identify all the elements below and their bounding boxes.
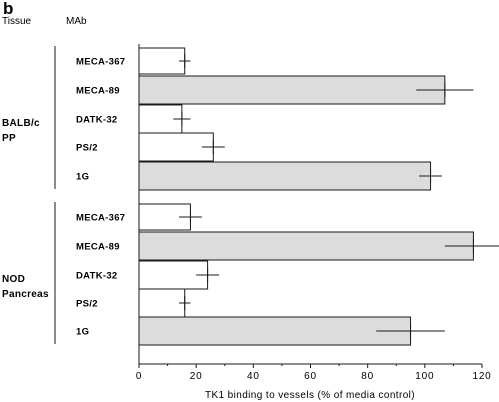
bars-layer: BALB/c PP MECA-367 MECA-89 DATK-32 PS/2 1G NOD P… bbox=[2, 46, 499, 346]
bar bbox=[138, 75, 446, 105]
mab-label: PS/2 bbox=[76, 143, 98, 154]
bar bbox=[138, 316, 412, 346]
group-label: NOD bbox=[2, 274, 25, 285]
x-tick-label: 100 bbox=[415, 371, 434, 382]
mab-label: 1G bbox=[76, 172, 89, 183]
bar bbox=[138, 231, 474, 261]
mab-label: DATK-32 bbox=[76, 115, 118, 126]
bar bbox=[138, 288, 186, 318]
group-label: Pancreas bbox=[2, 289, 49, 300]
x-tick-label: 40 bbox=[247, 371, 260, 382]
x-axis: 0 20 40 60 80 100 120 bbox=[136, 44, 491, 382]
x-tick-label: 80 bbox=[361, 371, 374, 382]
x-axis-label: TK1 binding to vessels (% of media contr… bbox=[205, 390, 415, 401]
bar bbox=[138, 132, 214, 162]
tissue-column-header: Tissue bbox=[2, 16, 32, 27]
mab-label: MECA-89 bbox=[76, 242, 120, 253]
mab-label: MECA-367 bbox=[76, 213, 125, 224]
bar bbox=[138, 47, 186, 75]
mab-column-header: MAb bbox=[66, 16, 87, 27]
panel-letter: b bbox=[3, 0, 13, 18]
mab-label: MECA-89 bbox=[76, 86, 120, 97]
x-tick-label: 20 bbox=[190, 371, 203, 382]
mab-label: 1G bbox=[76, 327, 89, 338]
mab-label: DATK-32 bbox=[76, 271, 118, 282]
x-tick-label: 60 bbox=[304, 371, 317, 382]
x-tick-label: 0 bbox=[136, 371, 142, 382]
mab-label: PS/2 bbox=[76, 299, 98, 310]
group-label: PP bbox=[2, 133, 16, 144]
x-tick-label: 120 bbox=[472, 371, 491, 382]
mab-label: MECA-367 bbox=[76, 57, 125, 68]
group-label: BALB/c bbox=[2, 118, 40, 129]
bar bbox=[138, 161, 432, 191]
